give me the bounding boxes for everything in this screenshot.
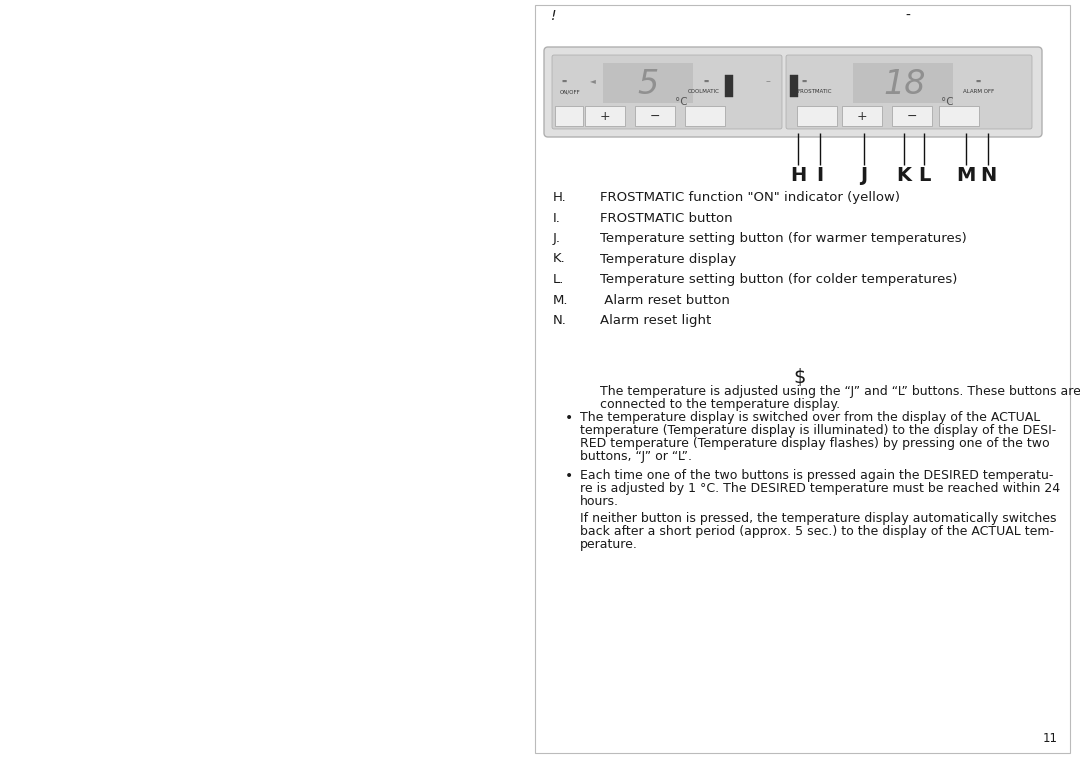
Text: COOLMATIC: COOLMATIC	[688, 89, 720, 94]
FancyBboxPatch shape	[552, 55, 782, 129]
Text: N: N	[980, 166, 996, 185]
Text: Each time one of the two buttons is pressed again the DESIRED temperatu-: Each time one of the two buttons is pres…	[580, 469, 1053, 482]
Text: ◄: ◄	[590, 76, 596, 85]
Text: buttons, “J” or “L”.: buttons, “J” or “L”.	[580, 450, 692, 463]
FancyBboxPatch shape	[892, 106, 932, 126]
Text: $: $	[794, 368, 806, 387]
Text: ▬: ▬	[562, 79, 567, 83]
FancyBboxPatch shape	[585, 106, 625, 126]
Text: L.: L.	[553, 273, 565, 286]
Text: L: L	[918, 166, 930, 185]
FancyBboxPatch shape	[685, 106, 725, 126]
Text: M: M	[956, 166, 975, 185]
FancyBboxPatch shape	[786, 55, 1032, 129]
Text: ▬: ▬	[703, 79, 708, 83]
Text: temperature (Temperature display is illuminated) to the display of the DESI-: temperature (Temperature display is illu…	[580, 424, 1056, 437]
Text: H: H	[789, 166, 806, 185]
Text: Temperature display: Temperature display	[600, 253, 737, 266]
Text: +: +	[599, 110, 610, 123]
FancyBboxPatch shape	[544, 47, 1042, 137]
FancyBboxPatch shape	[797, 106, 837, 126]
Text: I: I	[816, 166, 824, 185]
Text: •: •	[565, 469, 573, 483]
Text: °C: °C	[941, 97, 954, 107]
FancyBboxPatch shape	[842, 106, 882, 126]
Bar	[725, 75, 733, 97]
Text: M.: M.	[553, 294, 568, 307]
Text: N.: N.	[553, 314, 567, 327]
Text: ▬: ▬	[802, 79, 807, 83]
Text: If neither button is pressed, the temperature display automatically switches: If neither button is pressed, the temper…	[580, 512, 1056, 525]
Text: ALARM OFF: ALARM OFF	[963, 89, 995, 94]
Text: H.: H.	[553, 191, 567, 204]
Text: 18: 18	[883, 68, 927, 101]
Text: −: −	[907, 110, 917, 123]
FancyBboxPatch shape	[603, 63, 693, 103]
Bar	[535, 5, 1070, 753]
Text: !: !	[551, 9, 556, 23]
Text: Alarm reset button: Alarm reset button	[600, 294, 730, 307]
Text: Temperature setting button (for colder temperatures): Temperature setting button (for colder t…	[600, 273, 957, 286]
Text: The temperature display is switched over from the display of the ACTUAL: The temperature display is switched over…	[580, 411, 1040, 424]
Text: back after a short period (approx. 5 sec.) to the display of the ACTUAL tem-: back after a short period (approx. 5 sec…	[580, 525, 1054, 538]
Text: RED temperature (Temperature display flashes) by pressing one of the two: RED temperature (Temperature display fla…	[580, 437, 1050, 450]
Text: K: K	[896, 166, 912, 185]
Text: re is adjusted by 1 °C. The DESIRED temperature must be reached within 24: re is adjusted by 1 °C. The DESIRED temp…	[580, 482, 1061, 495]
FancyBboxPatch shape	[853, 63, 953, 103]
Text: connected to the temperature display.: connected to the temperature display.	[600, 398, 840, 411]
Text: J.: J.	[553, 232, 561, 245]
Text: Temperature setting button (for warmer temperatures): Temperature setting button (for warmer t…	[600, 232, 967, 245]
Text: K.: K.	[553, 253, 566, 266]
FancyBboxPatch shape	[635, 106, 675, 126]
Text: 11: 11	[1043, 732, 1058, 745]
Text: I.: I.	[553, 211, 561, 224]
Text: Alarm reset light: Alarm reset light	[600, 314, 712, 327]
Text: +: +	[856, 110, 867, 123]
Text: J: J	[861, 166, 867, 185]
Text: hours.: hours.	[580, 495, 619, 508]
FancyBboxPatch shape	[555, 106, 583, 126]
Text: FROSTMATIC function "ON" indicator (yellow): FROSTMATIC function "ON" indicator (yell…	[600, 191, 900, 204]
Bar	[789, 75, 798, 97]
Text: The temperature is adjusted using the “J” and “L” buttons. These buttons are: The temperature is adjusted using the “J…	[600, 385, 1080, 398]
Text: –: –	[766, 76, 771, 86]
Text: ▬: ▬	[975, 79, 981, 83]
FancyBboxPatch shape	[939, 106, 978, 126]
Text: perature.: perature.	[580, 538, 638, 551]
Text: °C: °C	[675, 97, 688, 107]
Text: ON/OFF: ON/OFF	[561, 89, 581, 94]
Text: −: −	[650, 110, 660, 123]
Text: FROSTMATIC: FROSTMATIC	[798, 89, 833, 94]
Text: -: -	[905, 9, 909, 23]
Text: •: •	[565, 411, 573, 425]
Text: FROSTMATIC button: FROSTMATIC button	[600, 211, 732, 224]
Text: 5: 5	[637, 68, 659, 101]
